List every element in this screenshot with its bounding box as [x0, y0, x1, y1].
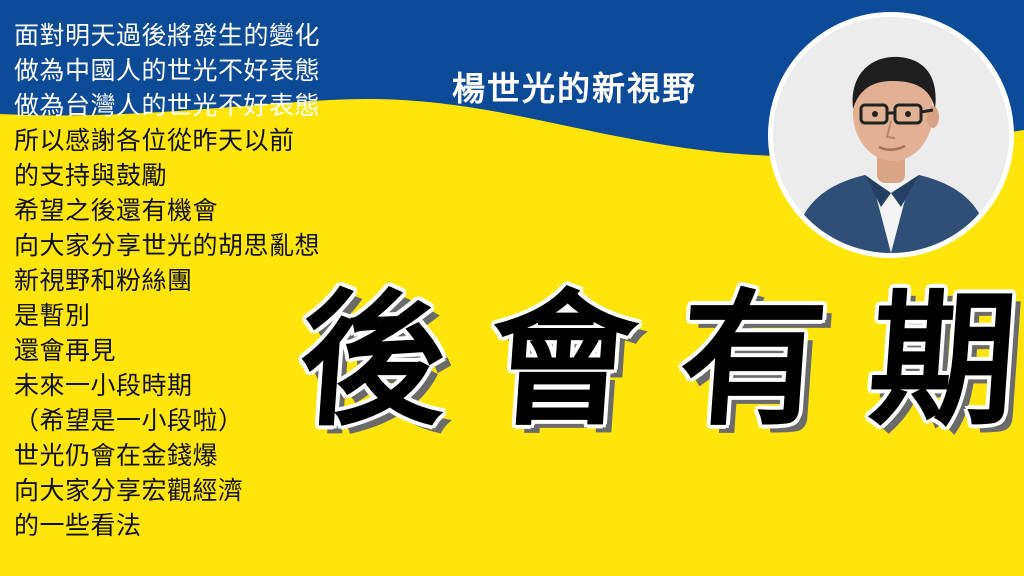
message-lines: 面對明天過後將發生的變化 做為中國人的世光不好表態 做為台灣人的世光不好表態 所…	[14, 18, 320, 543]
farewell-char: 後	[294, 275, 453, 446]
channel-title: 楊世光的新視野	[452, 69, 697, 108]
message-line: 所以感謝各位從昨天以前	[14, 126, 295, 155]
message-line: 新視野和粉絲團	[14, 266, 193, 295]
message-line: 是暫別	[14, 301, 91, 330]
farewell-char: 會	[484, 275, 643, 446]
message-line: 未來一小段時期	[14, 371, 193, 400]
message-line: 的一些看法	[14, 511, 142, 540]
message-line: 面對明天過後將發生的變化	[14, 21, 321, 50]
farewell-heading: 後 會 有 期	[294, 275, 1022, 446]
avatar	[768, 12, 1014, 258]
message-line: （希望是一小段啦）	[14, 406, 244, 435]
farewell-char: 期	[864, 275, 1023, 446]
message-line: 向大家分享世光的胡思亂想	[14, 231, 321, 260]
message-line: 希望之後還有機會	[14, 196, 219, 225]
message-line: 向大家分享宏觀經濟	[14, 476, 244, 505]
message-line: 的支持與鼓勵	[14, 161, 168, 190]
message-line: 做為中國人的世光不好表態	[14, 56, 321, 85]
farewell-char: 有	[674, 275, 833, 446]
message-line: 還會再見	[14, 336, 117, 365]
message-line: 做為台灣人的世光不好表態	[14, 91, 321, 120]
message-line: 世光仍會在金錢爆	[14, 441, 219, 470]
portrait-illustration	[773, 17, 1009, 253]
